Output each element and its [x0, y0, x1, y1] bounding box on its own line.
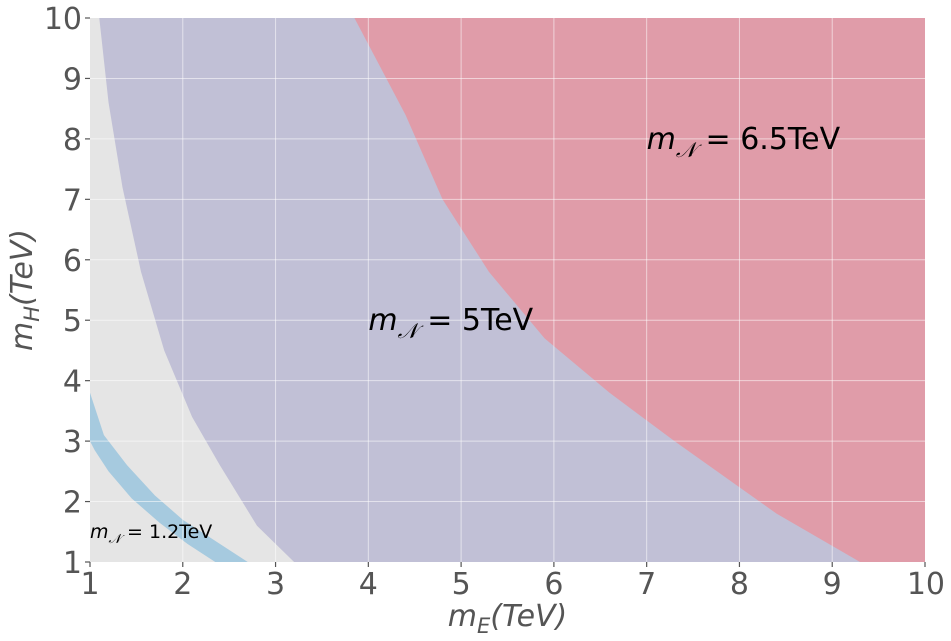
annotations-layer: m𝒩 = 6.5TeV m𝒩 = 5TeV m𝒩 = 1.2TeV: [90, 122, 841, 547]
x-tick-label: 10: [907, 567, 945, 602]
x-tick-label: 1: [80, 567, 99, 602]
y-tick-label: 10: [44, 2, 82, 37]
region-6-5tev: [354, 18, 926, 562]
y-tick-label: 5: [63, 304, 82, 339]
y-tick-label: 2: [63, 486, 82, 521]
annotation-1: m𝒩 = 5TeV: [368, 303, 533, 343]
annotation-0: m𝒩 = 6.5TeV: [647, 122, 841, 162]
y-tick-label: 4: [63, 365, 82, 400]
x-tick-label: 3: [266, 567, 285, 602]
x-tick-label: 5: [452, 567, 471, 602]
y-tick-label: 6: [63, 244, 82, 279]
y-tick-label: 8: [63, 123, 82, 158]
x-tick-label: 2: [173, 567, 192, 602]
y-axis-label: mH(TeV): [5, 229, 44, 351]
x-axis-label: mE(TeV): [448, 599, 568, 638]
grid-layer: [90, 18, 925, 562]
y-tick-label: 1: [63, 546, 82, 581]
x-tick-label: 7: [637, 567, 656, 602]
x-tick-label: 8: [730, 567, 749, 602]
y-tick-label: 7: [63, 183, 82, 218]
annotation-2: m𝒩 = 1.2TeV: [90, 521, 212, 547]
y-tick-label: 9: [63, 62, 82, 97]
x-tick-label: 6: [544, 567, 563, 602]
x-tick-label: 9: [823, 567, 842, 602]
regions-layer: [90, 18, 926, 562]
y-tick-label: 3: [63, 425, 82, 460]
ticks-layer: 1 2 3 4 5 6 7 8 9 10 1 2 3 4 5 6 7 8 9 10: [44, 2, 945, 602]
x-tick-label: 4: [359, 567, 378, 602]
band-1-2tev: [90, 392, 248, 562]
